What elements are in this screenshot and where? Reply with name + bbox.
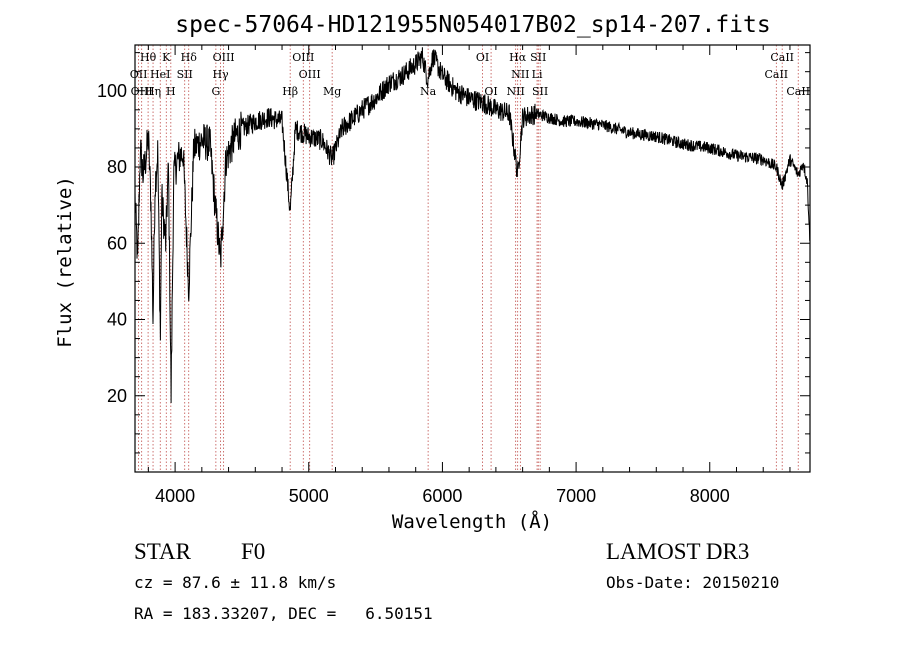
y-tick-label: 40 [107, 310, 127, 330]
spectral-line-label: NII [511, 68, 529, 81]
spectral-line-label: SII [530, 51, 546, 64]
y-tick-label: 80 [107, 157, 127, 177]
x-axis-label: Wavelength (Å) [392, 510, 552, 533]
x-axis-ticks: 4000 5000 6000 7000 8000 [147, 45, 791, 506]
x-tick-label: 8000 [690, 486, 730, 506]
survey-name: LAMOST DR3 [606, 539, 749, 564]
spectral-line-label: OI [484, 85, 497, 98]
y-axis-label: Flux (relative) [54, 176, 76, 348]
spectral-line-label: CaII [786, 85, 810, 98]
spectral-line-label: G [211, 85, 220, 98]
spectral-line-label: K [162, 51, 171, 64]
observation-date: Obs-Date: 20150210 [606, 573, 779, 592]
spectral-line-label: OIII [292, 51, 314, 64]
spectral-line-label: HeI [150, 68, 170, 81]
x-tick-label: 4000 [155, 486, 195, 506]
spectral-line-label: OIII [131, 85, 153, 98]
x-tick-label: 6000 [422, 486, 462, 506]
spectral-line-markers [138, 45, 799, 472]
spectral-line-label: CaII [770, 51, 794, 64]
spectral-line-label: Hβ [282, 85, 298, 98]
x-tick-label: 7000 [556, 486, 596, 506]
y-tick-label: 60 [107, 233, 127, 253]
object-subclass: F0 [241, 539, 265, 564]
ra-dec: RA = 183.33207, DEC = 6.50151 [134, 604, 433, 623]
x-tick-label: 5000 [289, 486, 329, 506]
spectral-line-label: OIII [299, 68, 321, 81]
spectral-line-label: SII [177, 68, 193, 81]
spectral-line-label: Na [420, 85, 437, 98]
redshift-cz: cz = 87.6 ± 11.8 km/s [134, 573, 336, 592]
spectral-line-label: CaII [764, 68, 788, 81]
plot-frame [134, 44, 811, 473]
object-class: STAR [134, 539, 192, 564]
spectral-line-label: H [166, 85, 176, 98]
y-axis-ticks: 20 40 60 80 100 [97, 52, 810, 454]
spectral-line-label: Hα [509, 51, 527, 64]
spectrum-series [134, 47, 811, 404]
spectral-line-label: Hθ [140, 51, 157, 64]
chart-title: spec-57064-HD121955N054017B02_sp14-207.f… [175, 12, 770, 38]
spectral-line-label: Hη [145, 85, 161, 98]
spectral-line-label: OIII [213, 51, 235, 64]
y-tick-label: 100 [97, 81, 127, 101]
spectral-line-label: Hδ [181, 51, 198, 64]
spectral-line-label: Li [532, 68, 543, 81]
spectral-line-label: NII [507, 85, 525, 98]
y-tick-label: 20 [107, 386, 127, 406]
spectral-line-label: OI [476, 51, 489, 64]
spectral-line-label: Mg [323, 85, 341, 98]
spectral-line-label: Hγ [212, 68, 229, 81]
spectrum-line [134, 47, 811, 404]
spectral-line-label: SII [532, 85, 548, 98]
spectral-line-label: OII [130, 68, 148, 81]
